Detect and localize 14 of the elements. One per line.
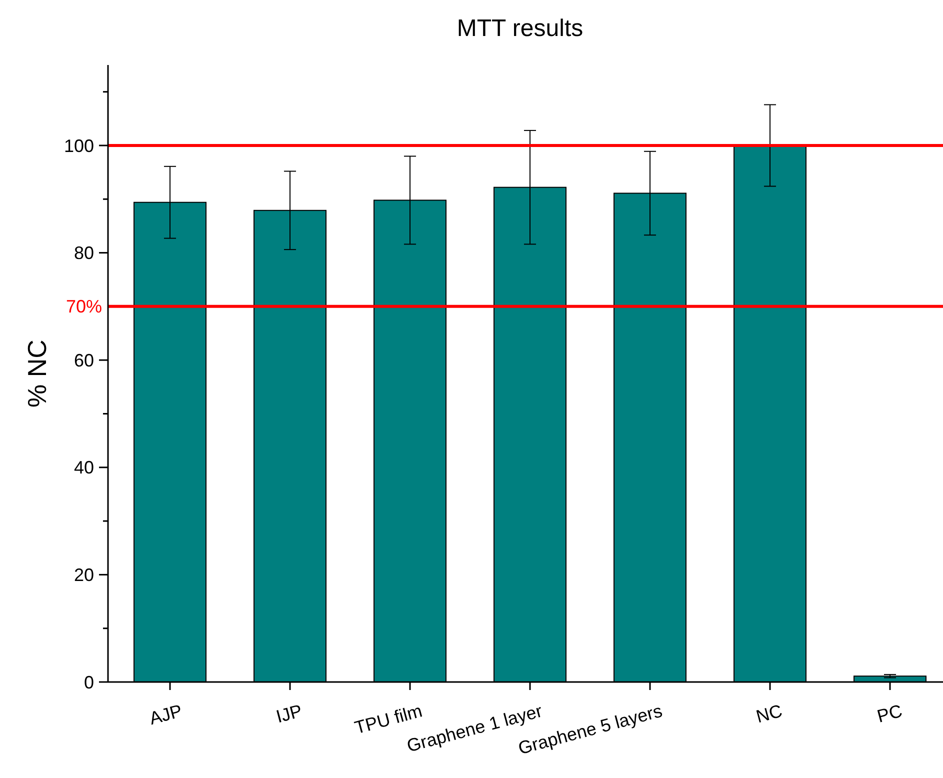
- y-tick-label: 80: [74, 243, 94, 264]
- y-tick-label: 40: [74, 458, 94, 478]
- x-tick-label: AJP: [147, 700, 184, 729]
- x-tick-label: IJP: [274, 700, 304, 727]
- x-tick-label: PC: [874, 700, 904, 727]
- y-tick-label: 100: [64, 136, 94, 156]
- y-tick-label: 20: [74, 564, 94, 585]
- y-tick-label: 60: [74, 350, 94, 370]
- x-tick-label: NC: [754, 700, 784, 727]
- x-tick-label: TPU film: [352, 700, 424, 738]
- chart-title: MTT results: [456, 15, 584, 42]
- y-axis-title: % NC: [22, 340, 52, 408]
- ref-line-label: 70%: [66, 296, 102, 317]
- y-tick-label: 0: [84, 672, 94, 692]
